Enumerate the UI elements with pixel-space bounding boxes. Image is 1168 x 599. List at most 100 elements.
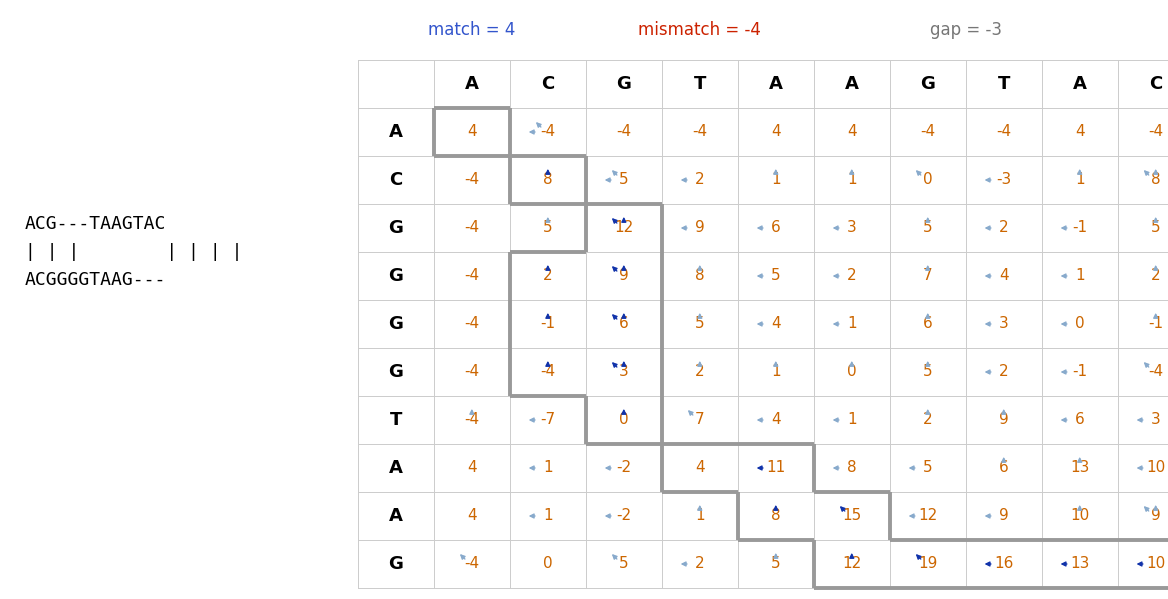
Text: 11: 11 xyxy=(766,461,785,476)
Text: -4: -4 xyxy=(996,125,1011,140)
Text: 1: 1 xyxy=(847,316,856,331)
Text: 4: 4 xyxy=(695,461,704,476)
Text: 0: 0 xyxy=(543,556,552,571)
Text: -4: -4 xyxy=(465,316,479,331)
Text: 2: 2 xyxy=(999,365,1008,380)
Text: T: T xyxy=(997,75,1010,93)
Text: 5: 5 xyxy=(695,316,704,331)
Text: 2: 2 xyxy=(695,173,704,187)
Text: | | |        | | | |: | | | | | | | xyxy=(25,243,243,261)
Text: -4: -4 xyxy=(541,125,556,140)
Text: C: C xyxy=(541,75,555,93)
Text: 5: 5 xyxy=(543,220,552,235)
Text: 1: 1 xyxy=(847,413,856,428)
Text: -2: -2 xyxy=(617,461,632,476)
Text: 3: 3 xyxy=(619,365,628,380)
Text: 2: 2 xyxy=(847,268,856,283)
Text: A: A xyxy=(1072,75,1086,93)
Text: -4: -4 xyxy=(693,125,708,140)
Text: 12: 12 xyxy=(918,509,938,524)
Text: 5: 5 xyxy=(1150,220,1161,235)
Text: 0: 0 xyxy=(1075,316,1085,331)
Text: T: T xyxy=(390,411,402,429)
Text: 1: 1 xyxy=(543,461,552,476)
Text: -4: -4 xyxy=(465,220,479,235)
Text: 1: 1 xyxy=(543,509,552,524)
Text: 5: 5 xyxy=(923,220,932,235)
Text: G: G xyxy=(389,555,403,573)
Text: -1: -1 xyxy=(541,316,556,331)
Text: 5: 5 xyxy=(771,556,780,571)
Text: 10: 10 xyxy=(1070,509,1090,524)
Text: 5: 5 xyxy=(923,365,932,380)
Text: A: A xyxy=(844,75,858,93)
Text: 4: 4 xyxy=(999,268,1008,283)
Text: -1: -1 xyxy=(1072,220,1087,235)
Text: 7: 7 xyxy=(923,268,932,283)
Text: 6: 6 xyxy=(1075,413,1085,428)
Text: 5: 5 xyxy=(619,173,628,187)
Text: 8: 8 xyxy=(1150,173,1161,187)
Text: 2: 2 xyxy=(695,556,704,571)
Text: 9: 9 xyxy=(999,509,1009,524)
Text: 1: 1 xyxy=(1075,173,1085,187)
Text: 4: 4 xyxy=(467,125,477,140)
Text: ACG---TAAGTAC: ACG---TAAGTAC xyxy=(25,215,166,233)
Text: -7: -7 xyxy=(541,413,556,428)
Text: 5: 5 xyxy=(771,268,780,283)
Text: 2: 2 xyxy=(999,220,1008,235)
Text: -4: -4 xyxy=(465,556,479,571)
Text: 6: 6 xyxy=(923,316,932,331)
Text: -3: -3 xyxy=(996,173,1011,187)
Text: 1: 1 xyxy=(847,173,856,187)
Text: 15: 15 xyxy=(842,509,861,524)
Text: 1: 1 xyxy=(1075,268,1085,283)
Text: -1: -1 xyxy=(1148,316,1163,331)
Text: 0: 0 xyxy=(619,413,628,428)
Text: 4: 4 xyxy=(467,509,477,524)
Text: G: G xyxy=(389,219,403,237)
Text: G: G xyxy=(389,267,403,285)
Text: -4: -4 xyxy=(465,413,479,428)
Text: 2: 2 xyxy=(695,365,704,380)
Text: 13: 13 xyxy=(1070,461,1090,476)
Text: 4: 4 xyxy=(771,125,780,140)
Text: 6: 6 xyxy=(999,461,1009,476)
Text: 3: 3 xyxy=(999,316,1009,331)
Text: 7: 7 xyxy=(695,413,704,428)
Text: 4: 4 xyxy=(771,413,780,428)
Text: 9: 9 xyxy=(999,413,1009,428)
Text: -4: -4 xyxy=(920,125,936,140)
Text: 9: 9 xyxy=(619,268,628,283)
Text: -4: -4 xyxy=(1148,125,1163,140)
Text: 4: 4 xyxy=(1075,125,1085,140)
Text: 0: 0 xyxy=(923,173,932,187)
Text: -4: -4 xyxy=(465,173,479,187)
Text: 2: 2 xyxy=(543,268,552,283)
Text: 5: 5 xyxy=(619,556,628,571)
Text: 6: 6 xyxy=(771,220,780,235)
Text: A: A xyxy=(389,123,403,141)
Text: 3: 3 xyxy=(1150,413,1161,428)
Text: -4: -4 xyxy=(465,268,479,283)
Text: 6: 6 xyxy=(619,316,628,331)
Text: 8: 8 xyxy=(771,509,780,524)
Text: 10: 10 xyxy=(1146,556,1166,571)
Text: G: G xyxy=(389,315,403,333)
Text: 4: 4 xyxy=(847,125,856,140)
Text: ACGGGGTAAG---: ACGGGGTAAG--- xyxy=(25,271,166,289)
Text: A: A xyxy=(465,75,479,93)
Text: 4: 4 xyxy=(467,461,477,476)
Text: 3: 3 xyxy=(847,220,856,235)
Text: -2: -2 xyxy=(617,509,632,524)
Text: 5: 5 xyxy=(923,461,932,476)
Text: mismatch = -4: mismatch = -4 xyxy=(639,21,762,39)
Text: C: C xyxy=(389,171,403,189)
Text: 9: 9 xyxy=(695,220,704,235)
Text: 1: 1 xyxy=(771,365,780,380)
Text: -4: -4 xyxy=(617,125,632,140)
Text: -4: -4 xyxy=(541,365,556,380)
Text: 1: 1 xyxy=(695,509,704,524)
Text: -4: -4 xyxy=(465,365,479,380)
Text: 9: 9 xyxy=(1150,509,1161,524)
